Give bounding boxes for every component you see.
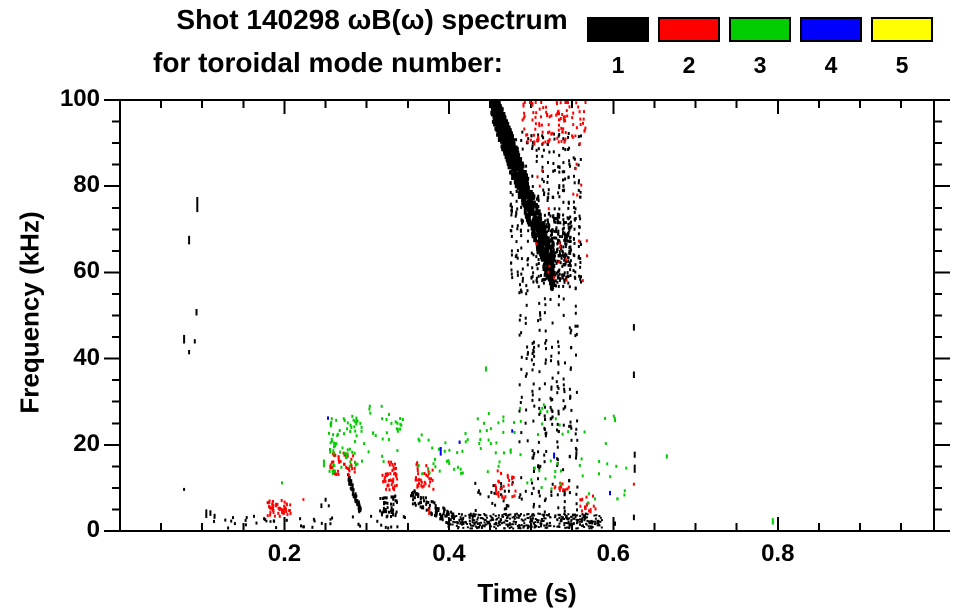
y-tick-label: 20 (73, 429, 100, 457)
y-tick-label: 0 (86, 516, 100, 543)
mode-1-points (183, 101, 636, 530)
x-tick-label: 0.2 (267, 540, 302, 567)
y-tick-label: 80 (73, 171, 100, 199)
legend-swatch-n5 (871, 17, 933, 42)
legend-swatch-n2 (658, 17, 720, 42)
x-tick-label: 0.6 (596, 540, 631, 567)
legend-label-n2: 2 (682, 52, 696, 78)
legend-swatch-n1 (587, 17, 649, 42)
y-tick-label: 40 (73, 343, 100, 371)
legend-swatch-n4 (800, 17, 862, 42)
y-tick-label: 100 (59, 85, 100, 112)
chart-subtitle: for toroidal mode number: (153, 47, 503, 78)
legend-label-n4: 4 (824, 52, 838, 78)
legend-swatch-n3 (729, 17, 791, 42)
x-tick-label: 0.8 (761, 540, 795, 567)
x-tick-label: 0.4 (432, 540, 466, 567)
mode-2-points (266, 101, 635, 518)
y-tick-label: 60 (73, 257, 100, 285)
mode-4-points (327, 416, 611, 496)
legend-label-n5: 5 (895, 52, 909, 78)
x-axis-title: Time (s) (477, 578, 577, 608)
legend-label-n1: 1 (611, 52, 625, 78)
mode-3-points (281, 366, 774, 525)
legend-label-n3: 3 (753, 52, 767, 78)
page-title: Shot 140298 ωB(ω) spectrum (176, 4, 568, 35)
